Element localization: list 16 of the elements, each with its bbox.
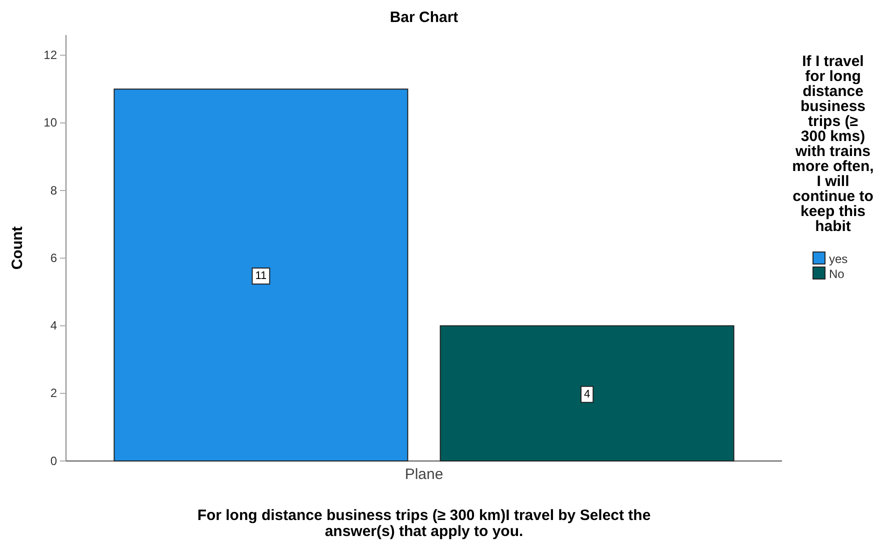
y-tick-label: 4: [50, 318, 58, 333]
y-tick-label: 12: [44, 48, 58, 62]
legend-label: yes: [829, 252, 848, 266]
y-tick-label: 6: [50, 250, 58, 265]
y-tick-label: 8: [50, 183, 58, 198]
y-tick-label: 10: [44, 116, 58, 130]
chart-title: Bar Chart: [390, 9, 458, 26]
x-tick-label: Plane: [404, 466, 444, 483]
y-tick-label: 0: [50, 454, 58, 468]
data-label: 4: [584, 388, 590, 400]
legend-label: No: [829, 267, 845, 281]
x-axis-title: For long distance business trips (≥ 300 km)I travel by Select the answer(s) that apply to you.: [197, 507, 651, 540]
data-label: 11: [255, 270, 267, 282]
text: If I travel for long distance business trips (≥ 300 kms) with trains more often, I will continue to keep this habit: [792, 53, 874, 235]
y-axis-title: Count: [9, 226, 26, 270]
y-tick-label: 2: [50, 386, 58, 400]
